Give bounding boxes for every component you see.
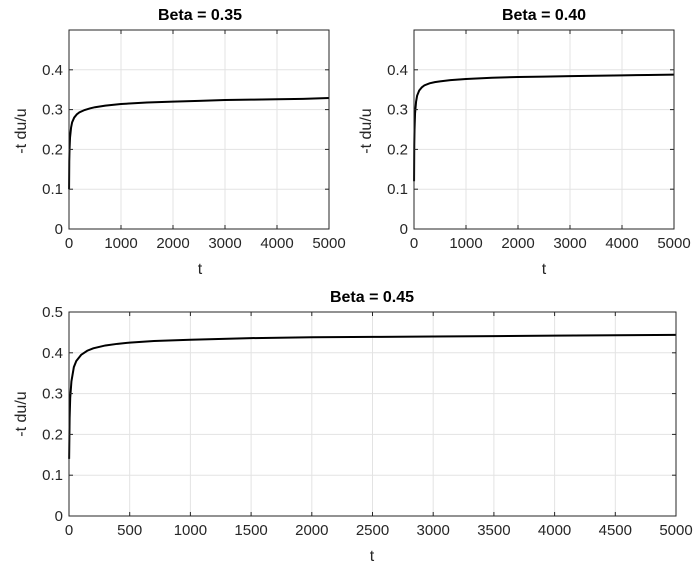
x-tick-label: 5000 bbox=[312, 235, 345, 252]
y-tick-label: 0 bbox=[55, 221, 63, 238]
y-tick-label: 0.3 bbox=[42, 386, 63, 403]
y-tick-label: 0.2 bbox=[42, 426, 63, 443]
x-tick-label: 3500 bbox=[477, 522, 510, 539]
x-tick-label: 5000 bbox=[659, 522, 692, 539]
x-tick-label: 2000 bbox=[501, 235, 534, 252]
y-tick-label: 0.2 bbox=[387, 141, 408, 158]
x-axis-label: t bbox=[542, 261, 547, 278]
y-tick-label: 0.3 bbox=[387, 102, 408, 119]
y-tick-label: 0.4 bbox=[387, 62, 408, 79]
y-tick-label: 0.1 bbox=[387, 181, 408, 198]
x-tick-label: 0 bbox=[65, 235, 73, 252]
axes-frame bbox=[68, 29, 330, 230]
y-tick-label: 0 bbox=[55, 508, 63, 525]
y-tick-label: 0.1 bbox=[42, 467, 63, 484]
y-axis-label: -t du/u bbox=[13, 391, 30, 436]
x-tick-label: 4000 bbox=[605, 235, 638, 252]
x-axis-label: t bbox=[370, 548, 375, 565]
x-tick-label: 2000 bbox=[156, 235, 189, 252]
plot-area bbox=[414, 30, 674, 229]
chart-beta-040: Beta = 0.40 t -t du/u 0 1000 2000 3000 4000 5… bbox=[358, 7, 691, 278]
series-line bbox=[68, 333, 677, 459]
x-tick-label: 4500 bbox=[599, 522, 632, 539]
chart-title: Beta = 0.40 bbox=[502, 7, 586, 24]
y-axis-label: -t du/u bbox=[358, 108, 375, 153]
x-tick-label: 0 bbox=[65, 522, 73, 539]
y-tick-label: 0.2 bbox=[42, 141, 63, 158]
x-tick-label: 1000 bbox=[449, 235, 482, 252]
x-tick-label: 0 bbox=[410, 235, 418, 252]
x-tick-label: 1500 bbox=[234, 522, 267, 539]
x-tick-label: 4000 bbox=[260, 235, 293, 252]
y-tick-label: 0.1 bbox=[42, 181, 63, 198]
chart-beta-045: Beta = 0.45 t -t du/u 0 500 1000 1500 2000 25… bbox=[13, 289, 693, 565]
y-tick-label: 0 bbox=[400, 221, 408, 238]
x-tick-label: 1000 bbox=[174, 522, 207, 539]
y-tick-label: 0.3 bbox=[42, 102, 63, 119]
y-tick-label: 0.4 bbox=[42, 345, 63, 362]
x-tick-label: 500 bbox=[117, 522, 142, 539]
x-tick-label: 3000 bbox=[208, 235, 241, 252]
x-tick-label: 5000 bbox=[657, 235, 690, 252]
series-line bbox=[68, 97, 330, 190]
x-tick-label: 3000 bbox=[417, 522, 450, 539]
chart-title: Beta = 0.35 bbox=[158, 7, 242, 24]
x-tick-label: 2000 bbox=[295, 522, 328, 539]
chart-beta-035: Beta = 0.35 t -t du/u 0 1000 2000 3000 4000 5… bbox=[13, 7, 346, 278]
y-tick-label: 0.5 bbox=[42, 304, 63, 321]
chart-title: Beta = 0.45 bbox=[330, 289, 414, 306]
x-axis-label: t bbox=[198, 261, 203, 278]
axes-frame bbox=[413, 29, 675, 230]
y-tick-label: 0.4 bbox=[42, 62, 63, 79]
y-axis-label: -t du/u bbox=[13, 108, 30, 153]
x-tick-label: 4000 bbox=[538, 522, 571, 539]
series-line bbox=[413, 73, 675, 182]
plot-area bbox=[69, 30, 329, 229]
x-tick-label: 2500 bbox=[356, 522, 389, 539]
x-tick-label: 3000 bbox=[553, 235, 586, 252]
x-tick-label: 1000 bbox=[104, 235, 137, 252]
